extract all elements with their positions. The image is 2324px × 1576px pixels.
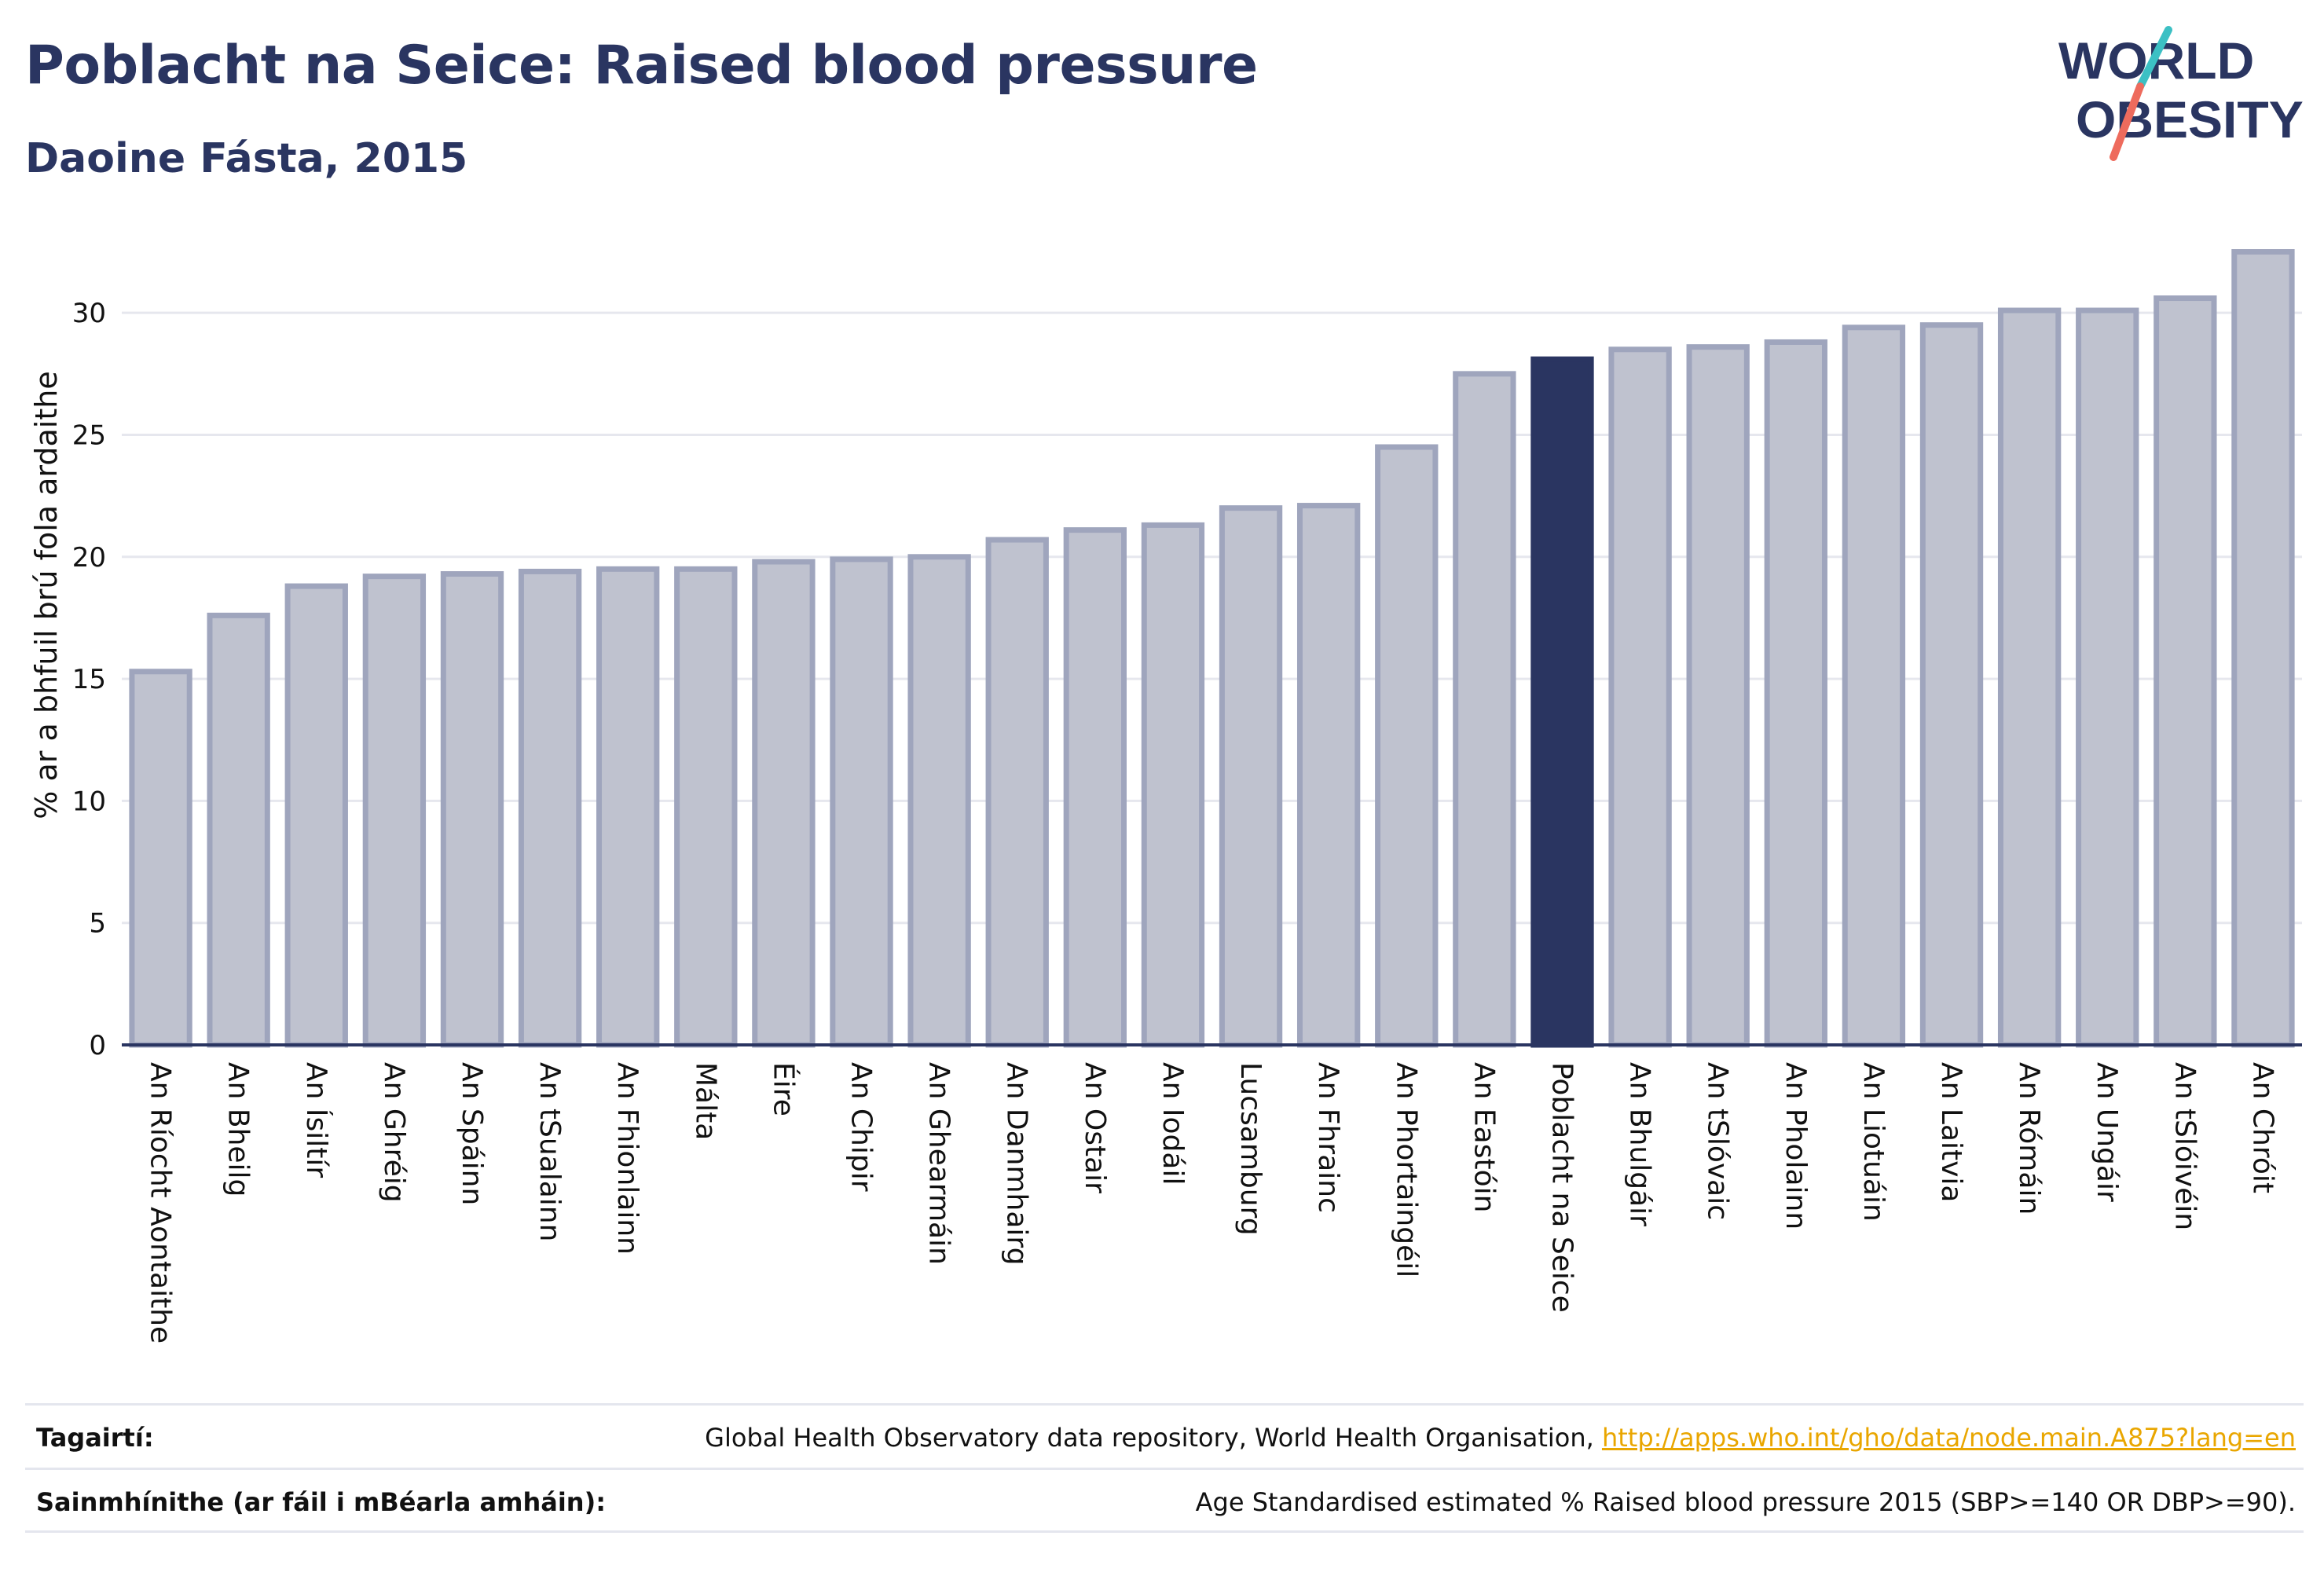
bar (1764, 339, 1827, 1048)
y-tick-label: 5 (89, 908, 106, 940)
bar (1141, 522, 1205, 1048)
definitions-row: Sainmhínithe (ar fáil i mBéarla amháin):… (25, 1468, 2304, 1533)
bar (207, 612, 270, 1048)
x-tick-label: Poblacht na Seice (1545, 1062, 1578, 1313)
bar-highlight (1530, 356, 1594, 1048)
x-tick-label: An Ungáir (2091, 1062, 2123, 1202)
bar (1686, 344, 1750, 1048)
bar (1296, 503, 1361, 1048)
bar (362, 574, 427, 1048)
y-tick-label: 25 (72, 420, 106, 451)
x-tick-label: An Bhulgáir (1624, 1062, 1656, 1226)
x-tick-label: An Spáinn (456, 1062, 488, 1205)
bar (1063, 527, 1127, 1048)
bar (596, 566, 660, 1048)
bar (674, 566, 738, 1048)
bar (1608, 346, 1672, 1048)
x-tick-label: An Eastóin (1468, 1062, 1500, 1212)
x-tick-label: An tSlóivéin (2168, 1062, 2201, 1230)
references-text: Global Health Observatory data repositor… (705, 1423, 1602, 1453)
x-tick-label: An Rómáin (2013, 1062, 2045, 1215)
x-tick-label: An tSualainn (533, 1062, 566, 1241)
x-tick-label: An Ríocht Aontaithe (145, 1062, 177, 1343)
x-tick-label: Lucsamburg (1234, 1062, 1266, 1236)
definitions-label: Sainmhínithe (ar fáil i mBéarla amháin): (36, 1487, 606, 1517)
x-tick-label: An Danmhairg (1001, 1062, 1033, 1265)
x-tick-label: An Chipir (845, 1062, 878, 1192)
bar (1219, 505, 1283, 1048)
references-row: Tagairtí: Global Health Observatory data… (25, 1403, 2304, 1468)
bar (2076, 307, 2139, 1048)
x-tick-label: Éire (767, 1062, 800, 1116)
x-tick-label: An Chróit (2246, 1062, 2278, 1193)
definitions-text: Age Standardised estimated % Raised bloo… (1195, 1487, 2296, 1517)
x-tick-label: An Ghréig (378, 1062, 410, 1203)
bar (2231, 249, 2295, 1048)
x-tick-label: An Phortaingéil (1390, 1062, 1422, 1277)
x-tick-label: Málta (689, 1062, 721, 1140)
x-tick-label: An Iodáil (1157, 1062, 1189, 1185)
x-tick-label: An Fhionlainn (611, 1062, 643, 1255)
bar (752, 559, 816, 1048)
page-title: Poblacht na Seice: Raised blood pressure (25, 35, 1258, 97)
bar (129, 669, 192, 1048)
footer-divider (25, 1530, 2304, 1533)
bar (830, 556, 893, 1048)
x-tick-label: An Bheilg (222, 1062, 255, 1197)
references-link[interactable]: http://apps.who.int/gho/data/node.main.A… (1601, 1423, 2296, 1453)
bar (1997, 307, 2062, 1048)
x-tick-label: An Ghearmáin (923, 1062, 955, 1265)
bar (985, 537, 1049, 1048)
bar (2154, 295, 2217, 1048)
bar (1453, 371, 1516, 1048)
bar (907, 554, 971, 1048)
bar (1842, 324, 1906, 1048)
logo-line2: OBESITY (2076, 90, 2304, 148)
y-tick-label: 15 (72, 664, 106, 695)
bar (1375, 444, 1439, 1048)
y-tick-label: 20 (72, 542, 106, 574)
x-tick-label: An Ísiltír (300, 1062, 333, 1178)
bar (518, 568, 582, 1048)
page-subtitle: Daoine Fásta, 2015 (25, 135, 468, 182)
x-tick-label: An Fhrainc (1312, 1062, 1344, 1213)
x-tick-label: An Liotuáin (1857, 1062, 1890, 1222)
bar (284, 583, 348, 1048)
x-tick-label: An tSlóvaic (1702, 1062, 1734, 1220)
references-value: Global Health Observatory data repositor… (705, 1423, 2296, 1453)
bar (440, 571, 504, 1048)
references-label: Tagairtí: (36, 1423, 154, 1453)
y-tick-label: 0 (89, 1030, 106, 1061)
bar (1919, 322, 1984, 1048)
x-tick-label: An Laitvia (1935, 1062, 1967, 1203)
y-tick-label: 30 (72, 298, 106, 329)
bar-chart: 0 5 10 15 20 25 30 % ar a bhfuil brú fola ardai… (29, 249, 2302, 1343)
y-tick-label: 10 (72, 786, 106, 817)
x-tick-label: An Pholainn (1780, 1062, 1812, 1230)
logo-slash-top (2136, 26, 2172, 90)
world-obesity-logo: WORLD OBESITY (2058, 26, 2304, 161)
y-axis-label: % ar a bhfuil brú fola ardaithe (29, 371, 64, 819)
logo-slash-bottom (2110, 82, 2144, 161)
x-tick-label: An Ostair (1079, 1062, 1111, 1193)
